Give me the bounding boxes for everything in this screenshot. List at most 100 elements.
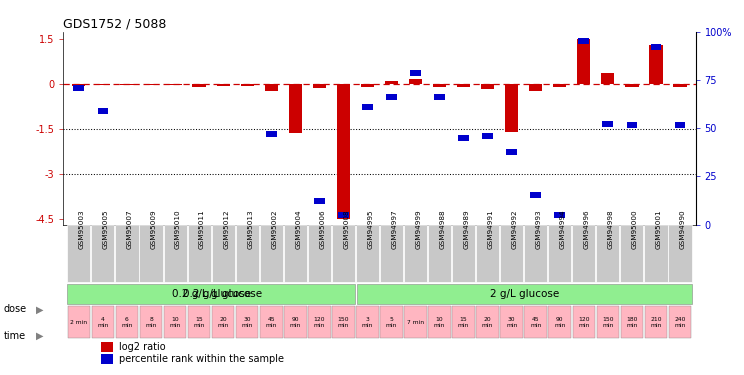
Text: ▶: ▶ [36,331,43,340]
Bar [548,306,571,339]
Bar [481,84,494,89]
Bar [506,149,517,155]
Text: 3
min: 3 min [362,317,373,328]
Bar [101,342,112,352]
Bar [284,306,307,339]
Bar [428,225,451,282]
Text: GSM95011: GSM95011 [199,209,205,249]
Bar [429,306,451,339]
Text: GSM94994: GSM94994 [559,209,565,249]
Bar [362,105,373,111]
Bar [357,284,692,304]
Bar [337,84,350,219]
Text: GSM95006: GSM95006 [319,209,325,249]
Bar [266,131,277,137]
Text: 150
min: 150 min [602,317,614,328]
Text: 210
min: 210 min [650,317,661,328]
Text: GSM95000: GSM95000 [632,209,638,249]
Text: 15
min: 15 min [193,317,205,328]
Bar [96,84,109,86]
Bar [644,225,667,282]
Bar [361,84,374,87]
Bar [452,306,475,339]
Text: log2 ratio: log2 ratio [119,342,165,352]
Bar [101,354,112,363]
Text: 6
min: 6 min [121,317,132,328]
Bar [74,85,84,91]
Bar [505,84,519,132]
Text: 45
min: 45 min [530,317,542,328]
Bar [380,306,403,339]
Bar [115,306,138,339]
Bar [92,306,115,339]
Text: 120
min: 120 min [313,317,325,328]
Bar [577,39,591,84]
Bar [338,212,349,218]
Text: 180
min: 180 min [626,317,638,328]
Text: GSM95005: GSM95005 [103,209,109,249]
Bar [97,108,109,114]
Bar [644,306,667,339]
Text: GSM94996: GSM94996 [584,209,590,249]
Bar [140,306,162,339]
Bar [164,306,186,339]
Text: GSM94998: GSM94998 [608,209,614,249]
Text: GSM94997: GSM94997 [391,209,397,249]
Bar [115,225,138,282]
Text: 120
min: 120 min [578,317,589,328]
Text: 0.2 g/L glucose: 0.2 g/L glucose [183,289,262,299]
Bar [312,84,326,88]
Bar [121,84,134,86]
Text: 30
min: 30 min [506,317,517,328]
Bar [164,225,187,282]
Text: 90
min: 90 min [554,317,565,328]
Text: GSM95013: GSM95013 [247,209,253,249]
Bar [458,135,469,141]
Text: GSM94988: GSM94988 [440,209,446,249]
Text: 10
min: 10 min [170,317,181,328]
Bar [457,84,470,87]
Bar [314,198,324,204]
Bar [217,84,230,86]
Bar [476,306,499,339]
Bar [452,225,475,282]
Bar [409,79,422,84]
Text: GSM94999: GSM94999 [415,209,422,249]
Text: GSM95002: GSM95002 [272,209,278,249]
Text: GSM94992: GSM94992 [512,209,518,249]
Bar [500,225,523,282]
Bar [92,225,115,282]
Bar [139,225,162,282]
Text: GSM94991: GSM94991 [487,209,494,249]
Bar [212,306,234,339]
Bar [356,306,379,339]
Text: percentile rank within the sample: percentile rank within the sample [119,354,284,364]
Text: 30
min: 30 min [242,317,253,328]
Text: 4
min: 4 min [97,317,109,328]
Text: 2 g/L glucose: 2 g/L glucose [490,289,559,299]
Text: 0.2 g/L glucose: 0.2 g/L glucose [172,289,251,299]
Text: time: time [4,331,26,340]
Bar [675,122,685,128]
Bar [482,133,493,139]
Bar [356,225,379,282]
Bar [626,122,638,128]
Text: GSM95007: GSM95007 [127,209,133,249]
Text: 2 min: 2 min [70,320,88,325]
Text: 7 min: 7 min [407,320,424,325]
Text: GSM95009: GSM95009 [151,209,157,249]
Text: GSM94995: GSM94995 [368,209,373,249]
Bar [72,84,86,86]
Bar [597,306,619,339]
Bar [380,225,403,282]
Bar [236,306,258,339]
Bar [476,225,499,282]
Text: GSM95001: GSM95001 [656,209,662,249]
Bar [573,306,595,339]
Bar [603,121,613,127]
Text: GSM94993: GSM94993 [536,209,542,249]
Bar [668,225,692,282]
Text: 240
min: 240 min [674,317,686,328]
Text: GSM95010: GSM95010 [175,209,181,249]
Bar [650,44,661,50]
